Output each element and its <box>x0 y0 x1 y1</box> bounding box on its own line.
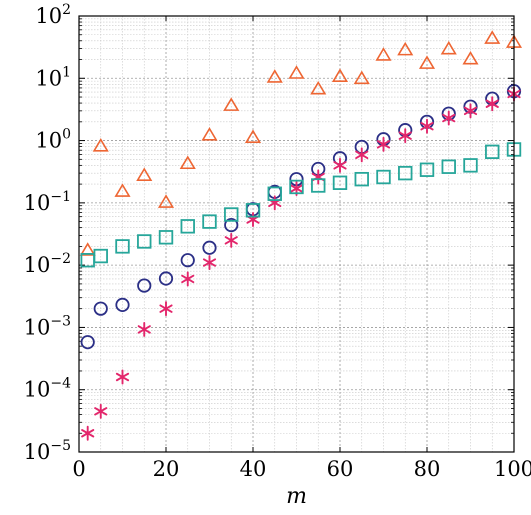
data-point-triangle <box>288 65 305 79</box>
x-tick-label: 40 <box>240 457 267 481</box>
data-point-triangle <box>201 127 218 141</box>
data-point-square <box>441 159 456 174</box>
data-point-square <box>311 178 326 193</box>
data-point-triangle <box>353 70 370 85</box>
data-point-asterisk <box>485 96 499 112</box>
data-point-asterisk <box>159 301 173 317</box>
data-point-circle <box>137 278 152 293</box>
data-point-square <box>93 248 108 264</box>
data-point-circle <box>80 335 95 350</box>
data-point-asterisk <box>333 157 347 173</box>
data-point-square <box>137 234 152 249</box>
data-point-square <box>463 158 478 173</box>
data-point-asterisk <box>137 321 151 337</box>
series-square <box>80 142 522 268</box>
data-series <box>79 30 523 441</box>
data-point-square <box>419 162 435 177</box>
data-point-asterisk <box>224 232 238 248</box>
data-point-square <box>332 175 348 190</box>
x-axis-label: m <box>286 484 307 509</box>
data-point-square <box>398 165 413 181</box>
data-point-square <box>245 203 261 218</box>
data-point-triangle <box>397 41 414 56</box>
data-point-square <box>376 169 391 185</box>
data-point-asterisk <box>398 128 412 144</box>
x-tick-label: 0 <box>72 457 85 481</box>
series-asterisk <box>81 86 521 441</box>
data-point-square <box>180 219 195 234</box>
data-point-asterisk <box>442 110 456 126</box>
data-point-asterisk <box>202 255 217 271</box>
data-point-triangle <box>484 30 501 44</box>
x-tick-label: 20 <box>153 457 180 481</box>
data-point-triangle <box>79 242 96 256</box>
data-point-square <box>115 239 130 254</box>
data-point-square <box>80 253 95 268</box>
grid <box>78 15 515 453</box>
data-point-square <box>354 171 369 187</box>
data-point-triangle <box>462 50 479 65</box>
data-point-triangle <box>418 55 436 69</box>
data-point-asterisk <box>81 425 95 441</box>
plot-frame <box>78 15 515 453</box>
data-point-triangle <box>310 80 327 95</box>
data-point-triangle <box>136 167 153 181</box>
data-point-circle <box>93 301 108 316</box>
y-tick-label: 10−5 <box>24 438 71 464</box>
data-point-square <box>224 207 239 222</box>
data-point-asterisk <box>420 118 434 134</box>
data-point-asterisk <box>115 369 130 385</box>
y-tick-label: 10−4 <box>24 376 71 402</box>
data-point-asterisk <box>268 195 282 211</box>
data-point-circle <box>180 253 195 268</box>
data-point-square <box>485 144 500 160</box>
y-tick-label: 10−3 <box>24 313 71 339</box>
data-point-square <box>267 186 282 201</box>
data-point-triangle <box>440 40 457 55</box>
data-point-triangle <box>331 68 349 82</box>
data-point-triangle <box>266 69 283 83</box>
series-triangle <box>79 30 523 256</box>
data-point-square <box>158 230 174 245</box>
data-point-square <box>289 179 304 195</box>
data-point-triangle <box>92 138 109 152</box>
data-point-triangle <box>223 97 240 111</box>
data-point-asterisk <box>376 136 391 152</box>
y-tick-label: 10−1 <box>24 189 71 215</box>
data-point-circle <box>115 297 130 312</box>
data-point-square <box>202 214 217 229</box>
x-tick-label: 100 <box>494 457 531 481</box>
data-point-triangle <box>375 47 392 61</box>
data-point-asterisk <box>181 271 195 287</box>
data-point-triangle <box>114 183 131 197</box>
x-axis-ticks: 0 20 40 60 80 100 <box>72 16 531 481</box>
data-point-asterisk <box>463 103 478 119</box>
data-point-asterisk <box>355 147 369 163</box>
x-tick-label: 60 <box>327 457 354 481</box>
data-point-circle <box>202 240 217 255</box>
data-point-asterisk <box>94 403 108 419</box>
data-point-asterisk <box>311 169 325 185</box>
y-tick-label: 102 <box>35 2 71 28</box>
data-point-circle <box>158 271 174 286</box>
data-point-circle <box>224 217 239 233</box>
data-point-triangle <box>179 155 196 170</box>
x-tick-label: 80 <box>414 457 441 481</box>
data-point-triangle <box>157 194 175 208</box>
data-point-triangle <box>244 129 262 143</box>
y-tick-label: 101 <box>35 64 71 90</box>
y-tick-label: 100 <box>35 127 71 153</box>
y-tick-label: 10−2 <box>24 251 71 277</box>
y-axis-ticks: 10−5 10−4 10−3 10−2 10−1 100 101 102 <box>24 2 514 464</box>
